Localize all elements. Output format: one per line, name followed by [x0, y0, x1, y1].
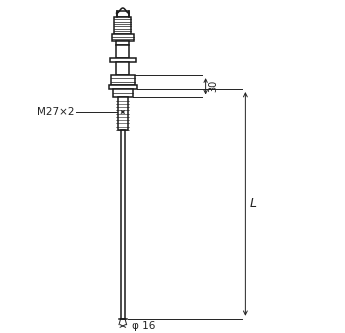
Bar	[117, 11, 129, 17]
Bar	[110, 75, 135, 85]
Bar	[116, 41, 129, 45]
Bar	[109, 85, 137, 89]
Bar	[118, 98, 128, 130]
Bar	[110, 58, 136, 62]
Text: L: L	[250, 197, 257, 210]
Bar	[111, 34, 134, 41]
Text: φ 16: φ 16	[131, 321, 155, 331]
Text: M27×2: M27×2	[37, 107, 75, 117]
Bar	[116, 45, 129, 58]
Bar	[112, 89, 133, 98]
Bar	[116, 62, 129, 75]
Bar	[121, 130, 125, 319]
Text: 30: 30	[208, 80, 218, 93]
Bar	[114, 17, 131, 34]
